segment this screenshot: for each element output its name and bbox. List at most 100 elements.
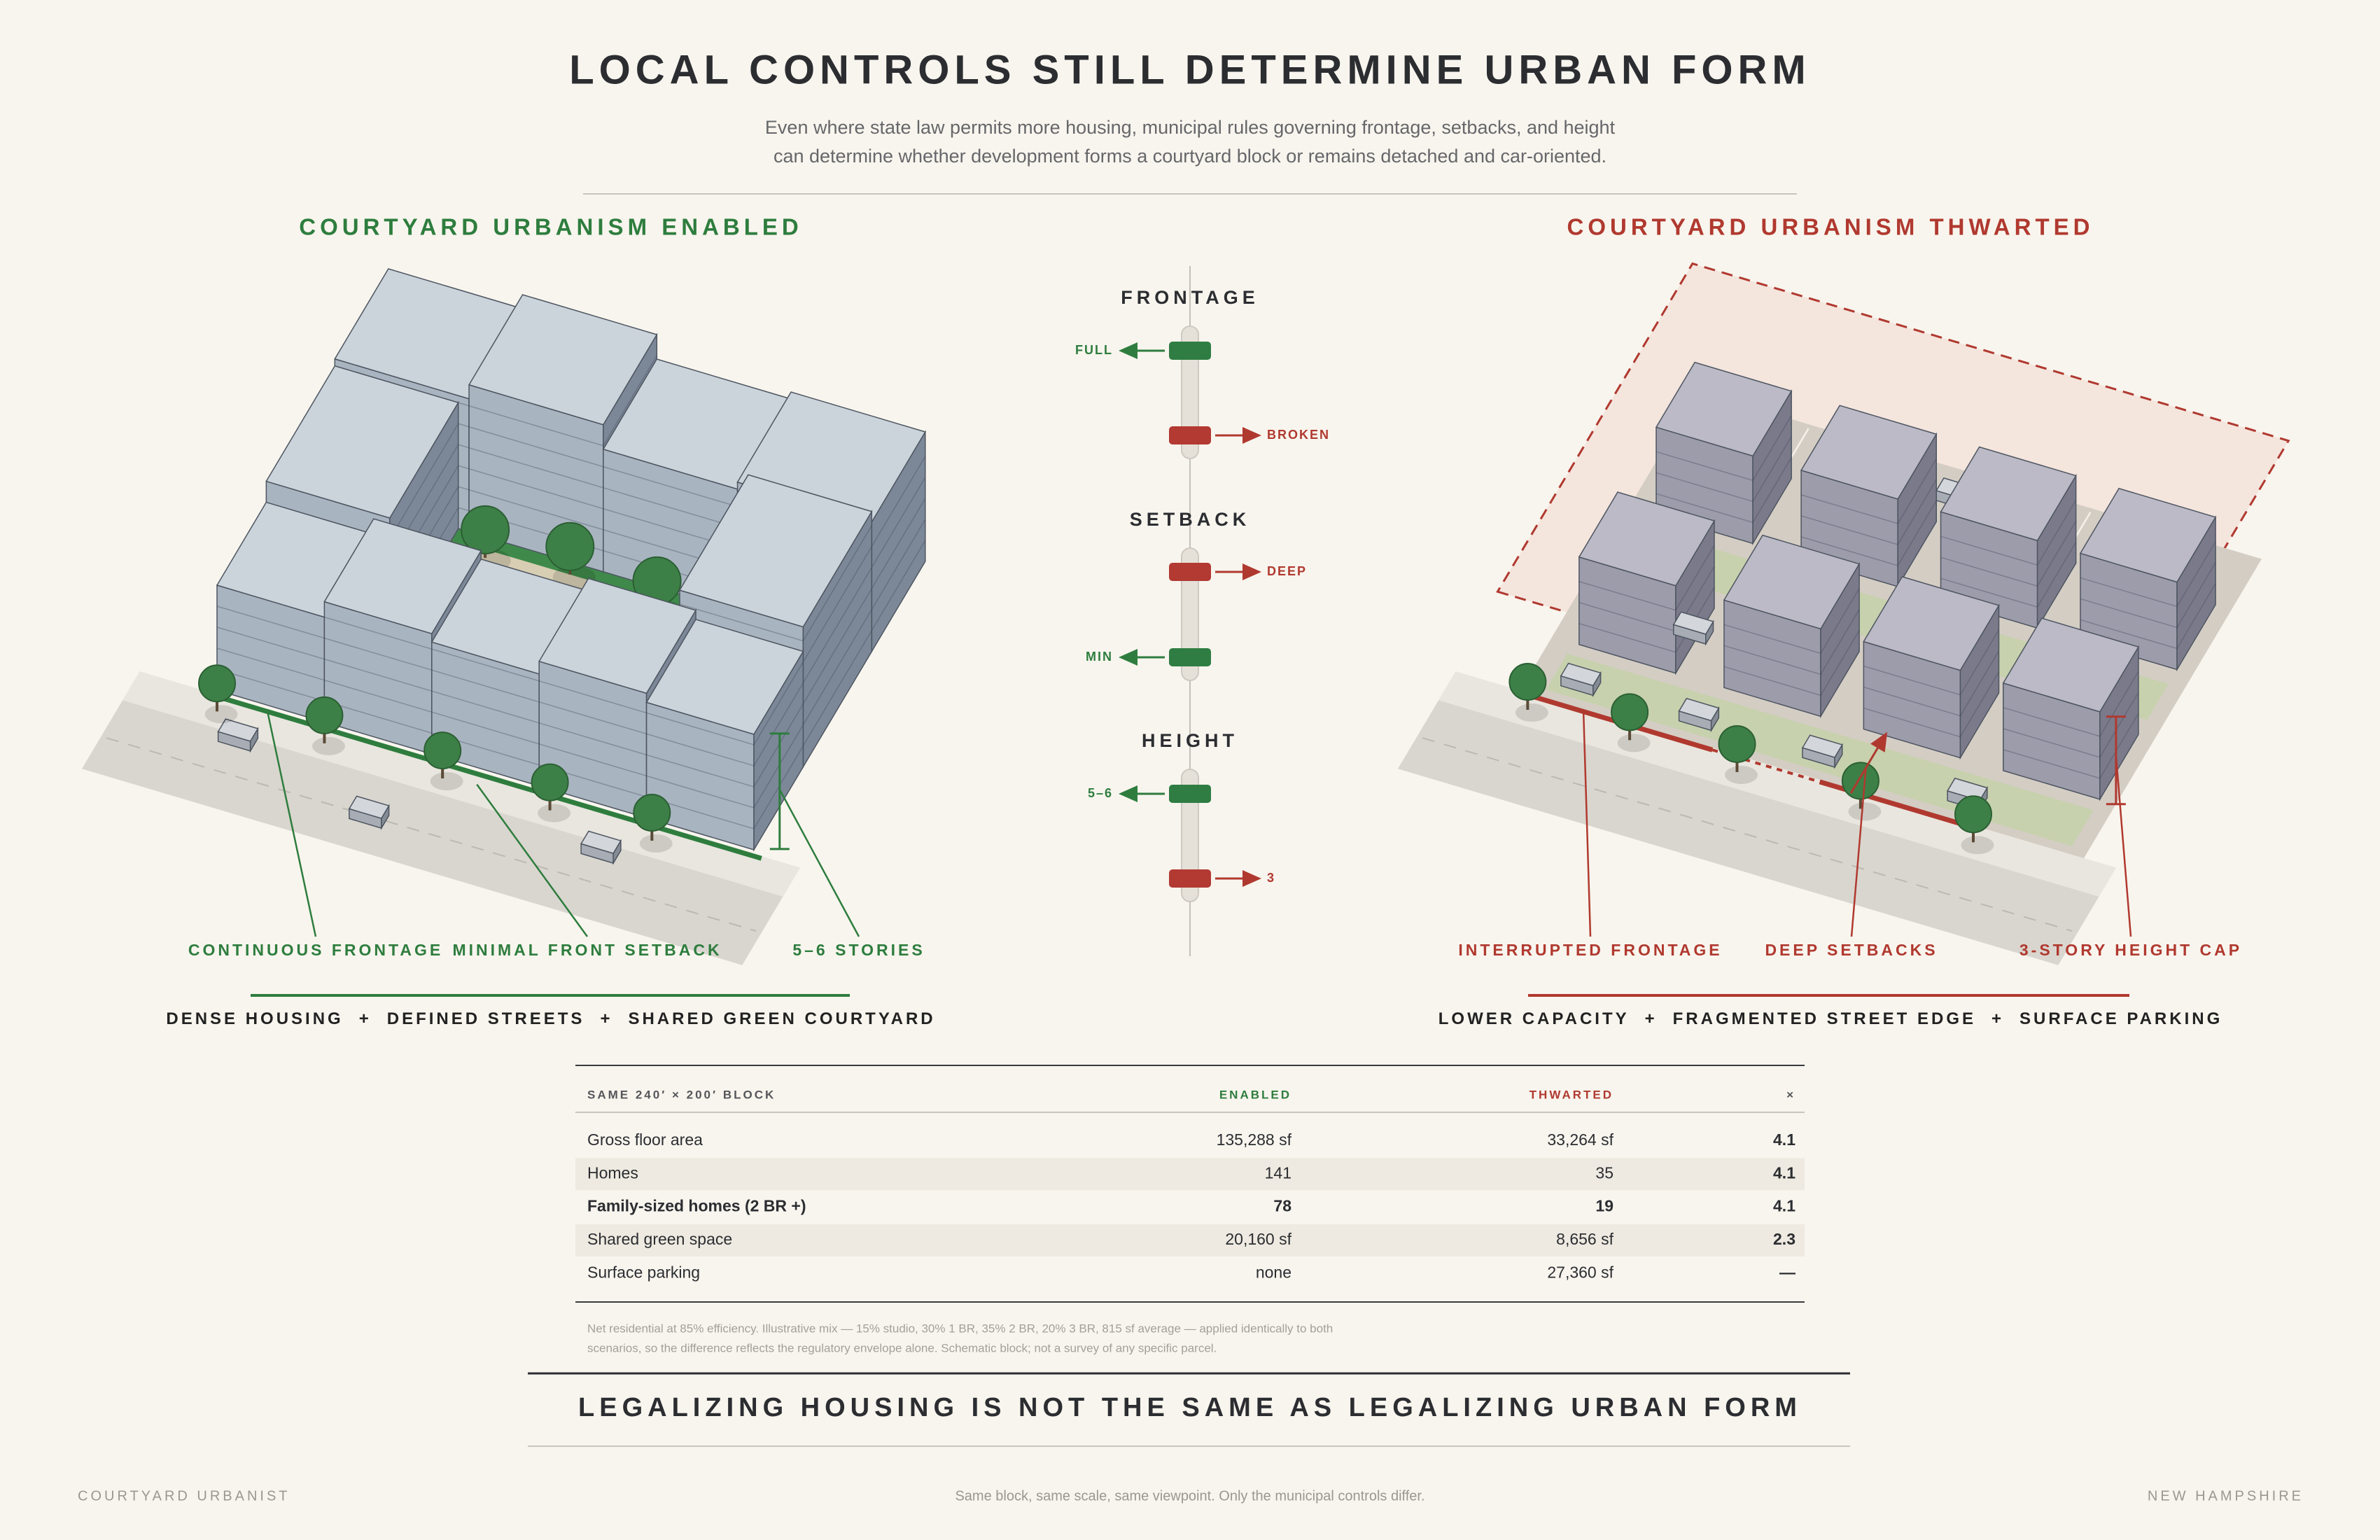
subtitle: can determine whether development forms … — [774, 146, 1606, 167]
control-label: SETBACK — [1130, 509, 1251, 530]
building-roof — [468, 294, 658, 426]
table-cell: none — [1256, 1263, 1292, 1281]
footer-right: NEW HAMPSHIRE — [2148, 1488, 2304, 1504]
subtitle: Even where state law permits more housin… — [765, 117, 1616, 138]
tree-shadow — [204, 705, 238, 724]
floor-line — [1940, 500, 2077, 566]
table-cell: 33,264 sf — [1547, 1130, 1614, 1149]
summary: DENSE HOUSING + DEFINED STREETS + SHARED GRE… — [166, 1009, 935, 1028]
leader-line — [2115, 755, 2132, 937]
tree-shadow — [639, 834, 673, 853]
table-cell: 141 — [1265, 1163, 1292, 1182]
tree — [461, 505, 510, 554]
table-cell: 27,360 sf — [1547, 1263, 1614, 1281]
summary-item: LOWER CAPACITY — [1438, 1009, 1630, 1028]
separator: + — [359, 1009, 372, 1028]
tree — [545, 522, 595, 571]
floor-line — [646, 704, 804, 788]
tree — [1611, 693, 1649, 732]
table-cell: Family-sized homes (2 BR +) — [587, 1197, 806, 1215]
building-roof — [538, 578, 697, 694]
tree — [633, 793, 671, 832]
floor-line — [2080, 562, 2216, 629]
leader-line — [778, 789, 860, 937]
building-roof — [265, 365, 459, 519]
building-roof — [678, 474, 873, 628]
callout: DEEP SETBACKS — [1765, 941, 1938, 959]
street — [81, 671, 800, 965]
floor-line — [1723, 588, 1860, 654]
slider-knob — [1169, 869, 1211, 888]
building-roof — [1678, 697, 1720, 722]
building-roof — [2079, 487, 2217, 583]
table-cell: Homes — [587, 1163, 638, 1182]
table-cell: 8,656 sf — [1556, 1230, 1614, 1248]
tree-shadow — [312, 736, 345, 755]
floor-line — [2003, 713, 2139, 779]
floor-line — [646, 682, 804, 766]
table-cell: 20,160 sf — [1225, 1230, 1292, 1248]
tree-shadow — [538, 804, 570, 822]
frontage-line — [202, 690, 762, 861]
lane-line — [106, 737, 757, 932]
summary-item: SURFACE PARKING — [2019, 1009, 2222, 1028]
building-roof — [217, 718, 259, 742]
building-roof — [645, 619, 804, 735]
sidewalk — [1438, 671, 2116, 897]
table-cell: Surface parking — [587, 1263, 700, 1281]
slider-knob — [1169, 563, 1211, 581]
table-cell: 19 — [1595, 1197, 1614, 1215]
control-option: DEEP — [1267, 564, 1307, 578]
tree — [531, 763, 569, 802]
floor-line — [1863, 650, 2000, 717]
slider-knob — [1169, 648, 1211, 666]
slider-knob — [1169, 426, 1211, 444]
building-roof — [1801, 734, 1843, 758]
floor-line — [646, 662, 804, 746]
building-roof — [1940, 446, 2077, 542]
row-shade — [575, 1158, 1805, 1191]
table-cell: Shared green space — [587, 1230, 732, 1248]
floor-line — [646, 724, 804, 808]
street — [1397, 671, 2116, 965]
building-roof — [2002, 617, 2140, 713]
tree-shadow — [1725, 765, 1758, 784]
footnote: scenarios, so the difference reflects th… — [587, 1341, 1217, 1354]
frontage-line — [1712, 748, 1821, 783]
sidewalk — [122, 671, 800, 897]
floor-line — [1578, 545, 1715, 611]
table-cell: 4.1 — [1773, 1130, 1795, 1149]
floor-line — [1863, 671, 2000, 738]
floor-line — [1723, 630, 1860, 696]
table-cell: 35 — [1595, 1163, 1614, 1182]
tree — [305, 696, 344, 734]
building-roof — [1560, 662, 1602, 687]
column-header: × — [1786, 1088, 1795, 1101]
floor-line — [1940, 542, 2077, 608]
floor-line — [2080, 583, 2216, 650]
conclusion: LEGALIZING HOUSING IS NOT THE SAME AS LE… — [578, 1393, 1802, 1422]
floor-line — [2003, 671, 2139, 737]
floor-line — [468, 355, 657, 447]
footnote: Net residential at 85% efficiency. Illus… — [587, 1322, 1333, 1335]
tree — [424, 732, 462, 770]
floor-line — [1863, 629, 2000, 696]
panel-heading: COURTYARD URBANISM ENABLED — [299, 214, 802, 240]
control-label: HEIGHT — [1142, 730, 1238, 751]
tree-shadow — [1961, 836, 1994, 855]
building-roof — [348, 795, 390, 819]
floor-line — [1656, 415, 1792, 482]
tree — [1508, 663, 1547, 701]
building-roof — [323, 518, 482, 635]
footer-left: COURTYARD URBANIST — [78, 1488, 290, 1504]
title: LOCAL CONTROLS STILL DETERMINE URBAN FOR… — [569, 47, 1810, 92]
slider-track — [1181, 547, 1199, 681]
building-roof — [1672, 611, 1714, 635]
control-option: FULL — [1075, 343, 1113, 357]
summary: LOWER CAPACITY + FRAGMENTED STREET EDGE + SU… — [1438, 1009, 2223, 1028]
tree — [198, 664, 237, 703]
control-option: BROKEN — [1267, 428, 1330, 442]
floor-line — [679, 525, 872, 642]
